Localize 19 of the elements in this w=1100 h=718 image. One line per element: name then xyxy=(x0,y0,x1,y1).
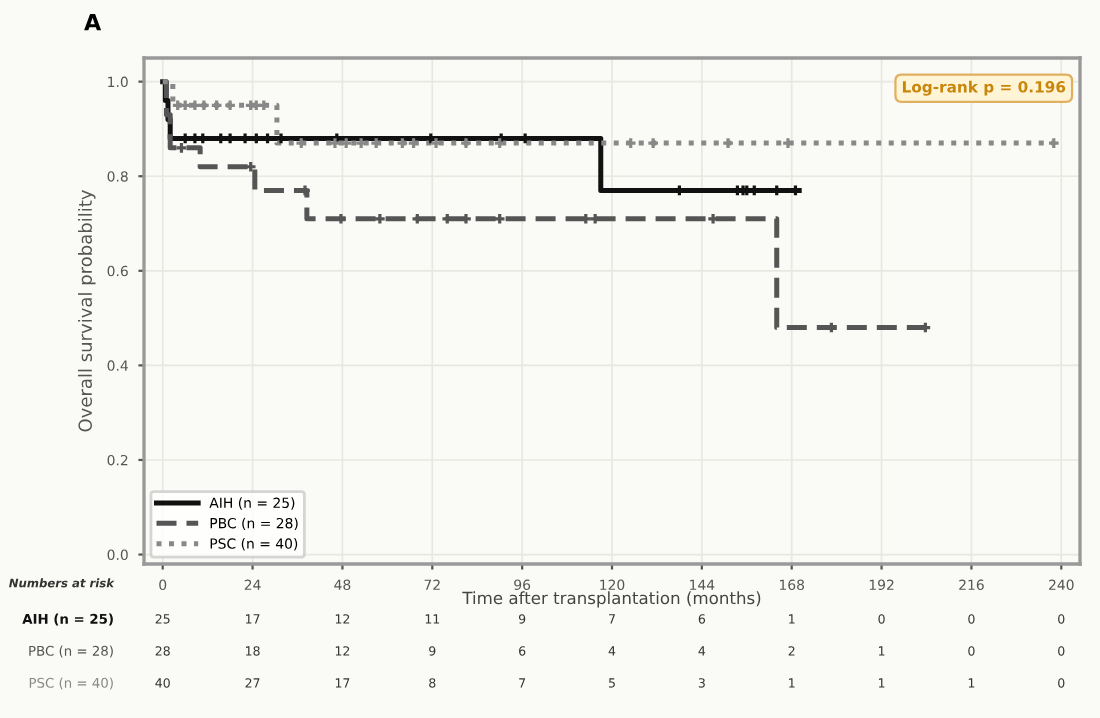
chart-title: A xyxy=(84,13,102,31)
point xyxy=(461,138,471,148)
point xyxy=(330,138,340,148)
point xyxy=(625,138,636,148)
point xyxy=(199,100,209,111)
y-axis-title: Overall survival probability xyxy=(78,190,96,432)
point xyxy=(211,100,222,111)
point xyxy=(397,138,408,148)
point xyxy=(296,138,307,148)
point xyxy=(408,138,419,148)
point xyxy=(494,213,505,224)
point xyxy=(180,100,190,111)
point xyxy=(648,138,658,148)
point xyxy=(375,213,385,224)
point xyxy=(225,100,235,111)
point xyxy=(723,138,733,148)
point xyxy=(176,143,187,153)
point xyxy=(1048,138,1059,148)
x-axis-title: Time after transplantation (months) xyxy=(462,591,761,608)
